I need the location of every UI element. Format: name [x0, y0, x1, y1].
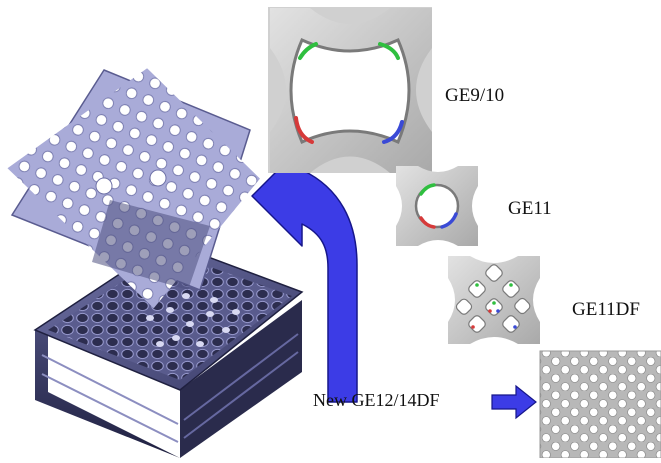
ge11-cell: [396, 166, 478, 246]
new-design-arrow: [491, 384, 537, 420]
spacer-assembly: [33, 241, 304, 458]
large-hole-2: [149, 169, 167, 187]
ge11df-cell: [448, 256, 540, 344]
ge11-label: GE11: [508, 198, 552, 219]
ge11df-label: GE11DF: [572, 299, 640, 320]
ge9-10-cell: [268, 7, 432, 173]
new-design-label: New GE12/14DF: [313, 390, 440, 410]
ge9-10-label: GE9/10: [445, 85, 505, 106]
spacer-tube-highlights: [146, 293, 240, 347]
large-hole-1: [95, 177, 113, 195]
ge12-14df-plate: [539, 350, 661, 459]
